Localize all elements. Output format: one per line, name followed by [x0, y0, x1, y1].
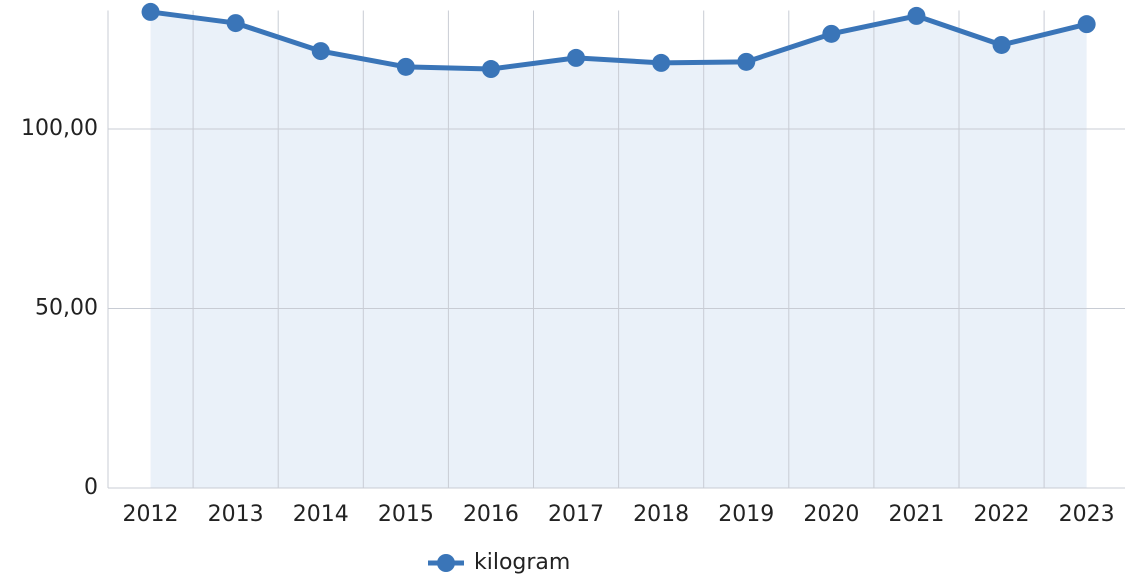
- x-tick-label: 2021: [888, 502, 944, 527]
- x-tick-label: 2018: [633, 502, 689, 527]
- point: [141, 2, 160, 21]
- x-tick-label: 2016: [463, 502, 519, 527]
- point: [567, 48, 586, 67]
- x-tick-label: 2020: [803, 502, 859, 527]
- point: [907, 6, 926, 25]
- point: [396, 57, 415, 76]
- x-tick-label: 2017: [548, 502, 604, 527]
- y-tick-label: 100,00: [21, 116, 98, 141]
- x-tick-label: 2015: [378, 502, 434, 527]
- x-tick-label: 2019: [718, 502, 774, 527]
- x-tick-label: 2023: [1059, 502, 1115, 527]
- point: [652, 53, 671, 72]
- legend-marker: [437, 554, 455, 572]
- point: [226, 14, 245, 33]
- point: [822, 24, 841, 43]
- x-tick-label: 2013: [208, 502, 264, 527]
- y-tick-label: 50,00: [35, 295, 98, 320]
- x-tick-label: 2014: [293, 502, 349, 527]
- point: [737, 52, 756, 71]
- x-tick-label: 2012: [123, 502, 179, 527]
- point: [992, 35, 1011, 54]
- point: [481, 60, 500, 79]
- point: [311, 42, 330, 61]
- legend-label: kilogram: [474, 550, 570, 575]
- point: [1077, 15, 1096, 34]
- y-tick-label: 0: [84, 475, 98, 500]
- x-tick-label: 2022: [974, 502, 1030, 527]
- line: [150, 9, 1088, 72]
